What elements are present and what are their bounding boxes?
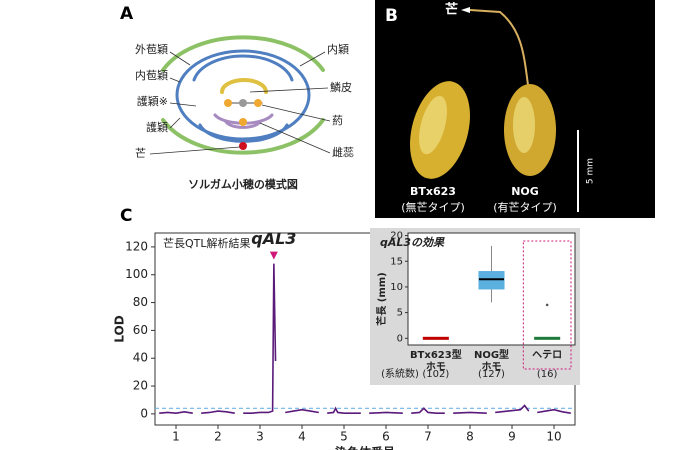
- sample-name: BTx623: [410, 185, 456, 198]
- awn-base: [239, 142, 247, 150]
- y-tick-label: 20: [133, 379, 148, 393]
- anther: [254, 99, 262, 107]
- x-tick-label: 9: [508, 430, 516, 444]
- panel-letter: A: [120, 4, 134, 24]
- x-tick-label: 4: [298, 430, 306, 444]
- leader-lines: [149, 51, 331, 155]
- x-tick-label: 2: [214, 430, 222, 444]
- x-tick-label: BTx623型: [410, 348, 462, 361]
- y-axis-label: 芒長 (mm): [375, 272, 388, 325]
- label: 雌蕊: [332, 145, 354, 159]
- anther: [224, 99, 232, 107]
- spikelet-diagram: [161, 35, 325, 155]
- x-tick-label: ホモ: [482, 361, 502, 373]
- annotation: qAL3: [251, 229, 296, 248]
- lod-line: [159, 263, 571, 414]
- x-tick-label: 3: [256, 430, 264, 444]
- y-tick-label: 0: [397, 333, 403, 344]
- panel-letter: B: [385, 6, 398, 26]
- x-tick-label: 10: [546, 430, 561, 444]
- label: 鱗皮: [330, 80, 352, 94]
- y-tick-label: 40: [133, 351, 148, 365]
- n-label: (127): [478, 369, 505, 380]
- chart-title: qAL3の効果: [380, 236, 445, 249]
- sample-type: (有芒タイプ): [493, 200, 557, 214]
- y-tick-label: 0: [140, 406, 148, 420]
- label: 護穎: [146, 120, 168, 134]
- label: 内穎: [327, 42, 349, 56]
- awn: [469, 9, 529, 86]
- y-tick-label: 10: [390, 282, 403, 293]
- arrow: [461, 7, 470, 13]
- label: 芒: [135, 147, 146, 160]
- sample-name: NOG: [511, 185, 539, 198]
- y-tick-label: 120: [125, 239, 148, 253]
- y-tick-label: 80: [133, 295, 148, 309]
- x-tick-label: 1: [172, 430, 180, 444]
- seed-highlight: [513, 97, 535, 153]
- seed-highlight: [419, 95, 447, 155]
- n-label: (102): [422, 369, 449, 380]
- y-axis-label: LOD: [113, 315, 127, 342]
- scale-label: 5 mm: [586, 158, 596, 184]
- x-tick-label: ヘテロ: [532, 349, 562, 361]
- label: 内苞穎: [135, 68, 168, 82]
- y-tick-label: 20: [390, 231, 403, 242]
- sample-type: (無芒タイプ): [401, 200, 465, 214]
- awn-label: 芒: [445, 2, 458, 18]
- caption: ソルガム小穂の模式図: [188, 177, 298, 191]
- x-tick-label: 6: [382, 430, 390, 444]
- ovary: [239, 99, 247, 107]
- x-tick-label: 7: [424, 430, 432, 444]
- label: 外苞穎: [135, 42, 168, 56]
- label: 護穎※: [137, 94, 168, 108]
- chart-title: 芒長QTL解析結果: [163, 236, 251, 250]
- label: 葯: [332, 114, 343, 127]
- x-tick-label: 5: [340, 430, 348, 444]
- x-axis-label: 染色体番号: [334, 445, 395, 450]
- x-tick-label: NOG型: [474, 348, 509, 361]
- box: [478, 271, 505, 290]
- annotation-arrow: [269, 251, 278, 260]
- n-title: (系統数): [381, 367, 419, 380]
- y-tick-label: 60: [133, 323, 148, 337]
- y-tick-label: 100: [125, 267, 148, 281]
- y-tick-label: 5: [397, 308, 403, 319]
- outlier: [545, 303, 549, 307]
- x-tick-label: ホモ: [426, 361, 446, 373]
- n-label: (16): [537, 369, 558, 380]
- lod-chart: 02040608010012012345678910qAL3芒長QTL解析結果染…: [113, 229, 576, 450]
- anther: [239, 118, 247, 126]
- x-tick-label: 8: [466, 430, 474, 444]
- panel-letter: C: [120, 206, 132, 226]
- y-tick-label: 15: [390, 256, 403, 267]
